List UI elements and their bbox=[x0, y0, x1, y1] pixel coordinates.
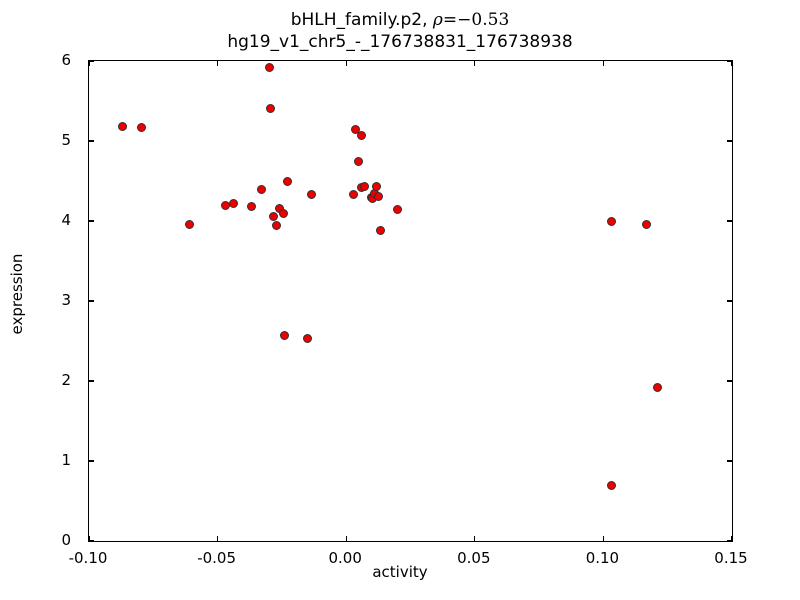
y-tick-label: 5 bbox=[61, 131, 71, 149]
chart-title: bHLH_family.p2, ρ=−0.53 hg19_v1_chr5_-_1… bbox=[0, 9, 800, 53]
scatter-point bbox=[375, 226, 385, 236]
scatter-point bbox=[117, 122, 127, 132]
y-tick-mark-right bbox=[727, 300, 732, 302]
scatter-point bbox=[653, 382, 663, 392]
y-tick-mark bbox=[89, 540, 94, 542]
y-tick-label: 0 bbox=[61, 531, 71, 549]
scatter-point bbox=[373, 191, 383, 201]
x-tick-mark-top bbox=[345, 536, 347, 541]
x-axis-label: activity bbox=[372, 563, 428, 581]
scatter-point bbox=[360, 182, 370, 192]
y-tick-mark-right bbox=[727, 540, 732, 542]
y-tick-mark bbox=[89, 220, 94, 222]
x-tick-mark-top bbox=[474, 536, 476, 541]
x-tick-mark bbox=[88, 61, 90, 66]
x-tick-label: 0.10 bbox=[585, 549, 620, 567]
scatter-point bbox=[392, 205, 402, 215]
x-tick-mark bbox=[216, 61, 219, 66]
y-axis-tick-labels: 0 1 2 3 4 5 6 bbox=[0, 51, 80, 549]
scatter-point bbox=[353, 157, 363, 167]
y-tick-mark bbox=[89, 380, 94, 382]
x-tick-label: -0.10 bbox=[68, 549, 108, 567]
scatter-point bbox=[271, 220, 281, 230]
x-tick-mark-top bbox=[602, 536, 605, 541]
y-tick-mark-right bbox=[727, 380, 732, 382]
y-tick-mark-right bbox=[727, 140, 732, 142]
plot-area bbox=[88, 60, 733, 542]
x-tick-mark bbox=[345, 61, 347, 66]
scatter-point bbox=[265, 103, 275, 113]
scatter-point bbox=[642, 219, 652, 229]
scatter-point bbox=[306, 190, 316, 200]
scatter-point bbox=[278, 209, 288, 219]
x-tick-mark bbox=[602, 61, 605, 66]
scatter-point bbox=[269, 211, 279, 221]
x-tick-label: 0.05 bbox=[457, 549, 491, 567]
x-tick-mark bbox=[731, 61, 733, 66]
x-tick-mark-top bbox=[216, 536, 219, 541]
chart-title-line-1: bHLH_family.p2, ρ=−0.53 bbox=[0, 9, 800, 31]
scatter-point bbox=[246, 202, 256, 212]
scatter-point bbox=[137, 122, 147, 132]
x-tick-label: 0.15 bbox=[714, 549, 748, 567]
y-tick-mark bbox=[89, 300, 94, 302]
rho-symbol: ρ bbox=[432, 10, 443, 30]
x-tick-mark bbox=[474, 61, 476, 66]
scatter-point bbox=[349, 190, 359, 200]
scatter-point bbox=[184, 219, 194, 229]
y-tick-label: 6 bbox=[61, 51, 71, 69]
scatter-point bbox=[279, 330, 289, 340]
scatter-point bbox=[264, 62, 274, 72]
scatter-point bbox=[256, 184, 266, 194]
y-tick-mark-right bbox=[727, 220, 732, 222]
y-tick-label: 3 bbox=[61, 291, 71, 309]
y-tick-label: 2 bbox=[61, 371, 71, 389]
scatter-point bbox=[303, 334, 313, 344]
x-tick-label: -0.05 bbox=[197, 549, 236, 567]
scatter-point bbox=[283, 176, 293, 186]
scatter-point bbox=[372, 182, 382, 192]
y-tick-label: 4 bbox=[61, 211, 71, 229]
x-tick-mark-top bbox=[88, 536, 90, 541]
y-tick-mark bbox=[89, 460, 94, 462]
x-tick-mark-top bbox=[731, 536, 733, 541]
scatter-points-layer bbox=[89, 61, 732, 541]
y-axis-label: expression bbox=[8, 253, 26, 335]
y-tick-label: 1 bbox=[61, 451, 71, 469]
x-axis-tick-labels: -0.10 -0.05 0.00 0.05 0.10 0.15 bbox=[69, 540, 748, 570]
y-tick-mark-right bbox=[727, 60, 732, 62]
scatter-point bbox=[606, 217, 616, 227]
y-tick-mark-right bbox=[727, 460, 732, 462]
scatter-point bbox=[607, 480, 617, 490]
scatter-point bbox=[350, 125, 360, 135]
scatter-point bbox=[356, 130, 366, 140]
y-tick-mark bbox=[89, 140, 94, 142]
scatter-point bbox=[228, 198, 238, 208]
rho-value: =−0.53 bbox=[442, 10, 510, 30]
x-tick-label: 0.00 bbox=[328, 549, 362, 567]
chart-title-line-2: hg19_v1_chr5_-_176738831_176738938 bbox=[227, 32, 573, 52]
y-tick-mark bbox=[89, 60, 94, 62]
chart-title-dataset: bHLH_family.p2, bbox=[290, 10, 433, 30]
